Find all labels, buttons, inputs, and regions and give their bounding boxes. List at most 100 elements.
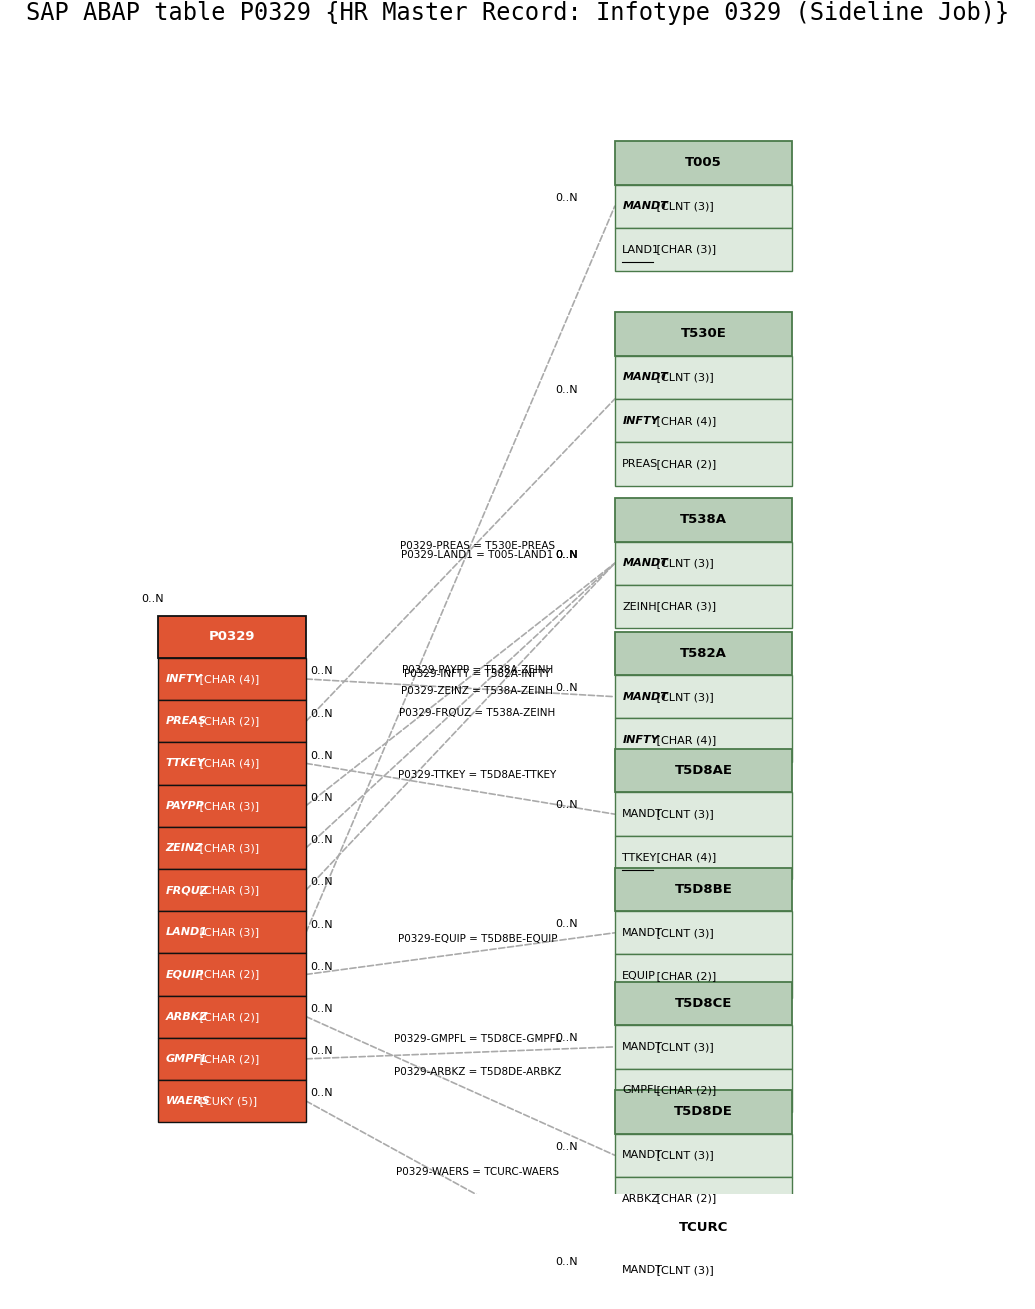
- Text: T538A: T538A: [680, 513, 727, 526]
- Text: PREAS: PREAS: [166, 716, 207, 726]
- Text: P0329-EQUIP = T5D8BE-EQUIP: P0329-EQUIP = T5D8BE-EQUIP: [397, 935, 557, 945]
- Text: [CLNT (3)]: [CLNT (3)]: [653, 1042, 713, 1052]
- Bar: [615, 719, 793, 762]
- Text: 0..N: 0..N: [556, 1033, 579, 1043]
- Text: [CLNT (3)]: [CLNT (3)]: [653, 1151, 713, 1160]
- Text: 0..N: 0..N: [310, 708, 333, 719]
- Bar: [615, 954, 793, 997]
- Text: P0329: P0329: [209, 631, 256, 643]
- Bar: [615, 1090, 793, 1134]
- Text: INFTY: INFTY: [166, 674, 203, 685]
- Text: WAERS: WAERS: [166, 1096, 210, 1106]
- Text: LAND1: LAND1: [622, 245, 660, 254]
- Text: T5D8DE: T5D8DE: [674, 1105, 733, 1118]
- Text: PAYPP: PAYPP: [166, 801, 205, 810]
- Text: 0..N: 0..N: [556, 1257, 579, 1267]
- Text: T5D8BE: T5D8BE: [675, 884, 733, 895]
- Text: 0..N: 0..N: [310, 751, 333, 761]
- Text: [CLNT (3)]: [CLNT (3)]: [653, 558, 713, 568]
- Text: [CHAR (2)]: [CHAR (2)]: [653, 1194, 716, 1203]
- Text: T5D8AE: T5D8AE: [675, 764, 733, 778]
- Bar: [158, 996, 306, 1038]
- Text: 0..N: 0..N: [310, 666, 333, 677]
- Bar: [615, 185, 793, 228]
- Bar: [615, 1068, 793, 1111]
- Text: [CHAR (3)]: [CHAR (3)]: [653, 245, 716, 254]
- Text: [CHAR (4)]: [CHAR (4)]: [653, 852, 716, 863]
- Bar: [158, 953, 306, 996]
- Text: [CHAR (2)]: [CHAR (2)]: [197, 1012, 260, 1021]
- Bar: [615, 1292, 793, 1309]
- Bar: [158, 1080, 306, 1122]
- Text: MANDT: MANDT: [622, 691, 669, 702]
- Text: MANDT: MANDT: [622, 1266, 663, 1275]
- Bar: [615, 585, 793, 628]
- Text: INFTY: INFTY: [622, 736, 659, 745]
- Text: GMPFL: GMPFL: [622, 1085, 660, 1096]
- Text: T005: T005: [685, 156, 721, 169]
- Text: 0..N: 0..N: [556, 192, 579, 203]
- Text: 0..N: 0..N: [310, 793, 333, 802]
- Bar: [615, 836, 793, 880]
- Bar: [615, 356, 793, 399]
- Text: [CLNT (3)]: [CLNT (3)]: [653, 691, 713, 702]
- Text: [CLNT (3)]: [CLNT (3)]: [653, 202, 713, 211]
- Text: TTKEY: TTKEY: [166, 758, 206, 768]
- Bar: [615, 632, 793, 675]
- Text: [CHAR (3)]: [CHAR (3)]: [197, 885, 260, 895]
- Text: P0329-LAND1 = T005-LAND1: P0329-LAND1 = T005-LAND1: [402, 550, 554, 560]
- Text: [CLNT (3)]: [CLNT (3)]: [653, 372, 713, 382]
- Text: 0..N: 0..N: [310, 920, 333, 929]
- Bar: [615, 982, 793, 1025]
- Bar: [158, 615, 306, 658]
- Text: 0..N: 0..N: [310, 877, 333, 888]
- Text: [CHAR (2)]: [CHAR (2)]: [197, 1054, 260, 1064]
- Text: EQUIP: EQUIP: [622, 971, 656, 982]
- Bar: [158, 1038, 306, 1080]
- Bar: [615, 442, 793, 486]
- Text: P0329-GMPFL = T5D8CE-GMPFL: P0329-GMPFL = T5D8CE-GMPFL: [393, 1034, 561, 1043]
- Bar: [615, 1206, 793, 1249]
- Bar: [615, 868, 793, 911]
- Text: 0..N: 0..N: [556, 1141, 579, 1152]
- Text: 0..N: 0..N: [141, 594, 164, 603]
- Text: 0..N: 0..N: [556, 550, 579, 559]
- Bar: [158, 784, 306, 827]
- Text: 0..N: 0..N: [556, 801, 579, 810]
- Text: P0329-WAERS = TCURC-WAERS: P0329-WAERS = TCURC-WAERS: [395, 1166, 559, 1177]
- Text: 0..N: 0..N: [556, 550, 579, 559]
- Text: MANDT: MANDT: [622, 928, 663, 937]
- Text: SAP ABAP table P0329 {HR Master Record: Infotype 0329 (Sideline Job)}: SAP ABAP table P0329 {HR Master Record: …: [26, 1, 1009, 25]
- Text: [CHAR (2)]: [CHAR (2)]: [653, 1085, 716, 1096]
- Text: PREAS: PREAS: [622, 459, 658, 469]
- Text: MANDT: MANDT: [622, 1042, 663, 1052]
- Text: 0..N: 0..N: [310, 835, 333, 846]
- Text: TCURC: TCURC: [679, 1220, 729, 1233]
- Text: [CHAR (4)]: [CHAR (4)]: [653, 736, 716, 745]
- Text: [CHAR (4)]: [CHAR (4)]: [197, 674, 260, 685]
- Bar: [615, 313, 793, 356]
- Text: LAND1: LAND1: [166, 927, 208, 937]
- Text: ARBKZ: ARBKZ: [166, 1012, 208, 1021]
- Text: P0329-ARBKZ = T5D8DE-ARBKZ: P0329-ARBKZ = T5D8DE-ARBKZ: [393, 1067, 561, 1077]
- Bar: [615, 911, 793, 954]
- Text: TTKEY: TTKEY: [622, 852, 656, 863]
- Text: [CHAR (4)]: [CHAR (4)]: [197, 758, 260, 768]
- Bar: [158, 742, 306, 784]
- Bar: [615, 792, 793, 836]
- Text: MANDT: MANDT: [622, 558, 669, 568]
- Text: ZEINZ: ZEINZ: [166, 843, 203, 853]
- Bar: [158, 911, 306, 953]
- Text: [CHAR (2)]: [CHAR (2)]: [653, 971, 716, 982]
- Text: ZEINH: ZEINH: [622, 602, 657, 611]
- Text: T5D8CE: T5D8CE: [675, 997, 732, 1011]
- Text: [CHAR (4)]: [CHAR (4)]: [653, 416, 716, 425]
- Text: 0..N: 0..N: [310, 962, 333, 971]
- Text: MANDT: MANDT: [622, 809, 663, 819]
- Text: 0..N: 0..N: [556, 683, 579, 692]
- Text: [CHAR (2)]: [CHAR (2)]: [197, 716, 260, 726]
- Text: [CHAR (2)]: [CHAR (2)]: [197, 970, 260, 979]
- Text: 0..N: 0..N: [556, 385, 579, 395]
- Bar: [615, 399, 793, 442]
- Bar: [158, 658, 306, 700]
